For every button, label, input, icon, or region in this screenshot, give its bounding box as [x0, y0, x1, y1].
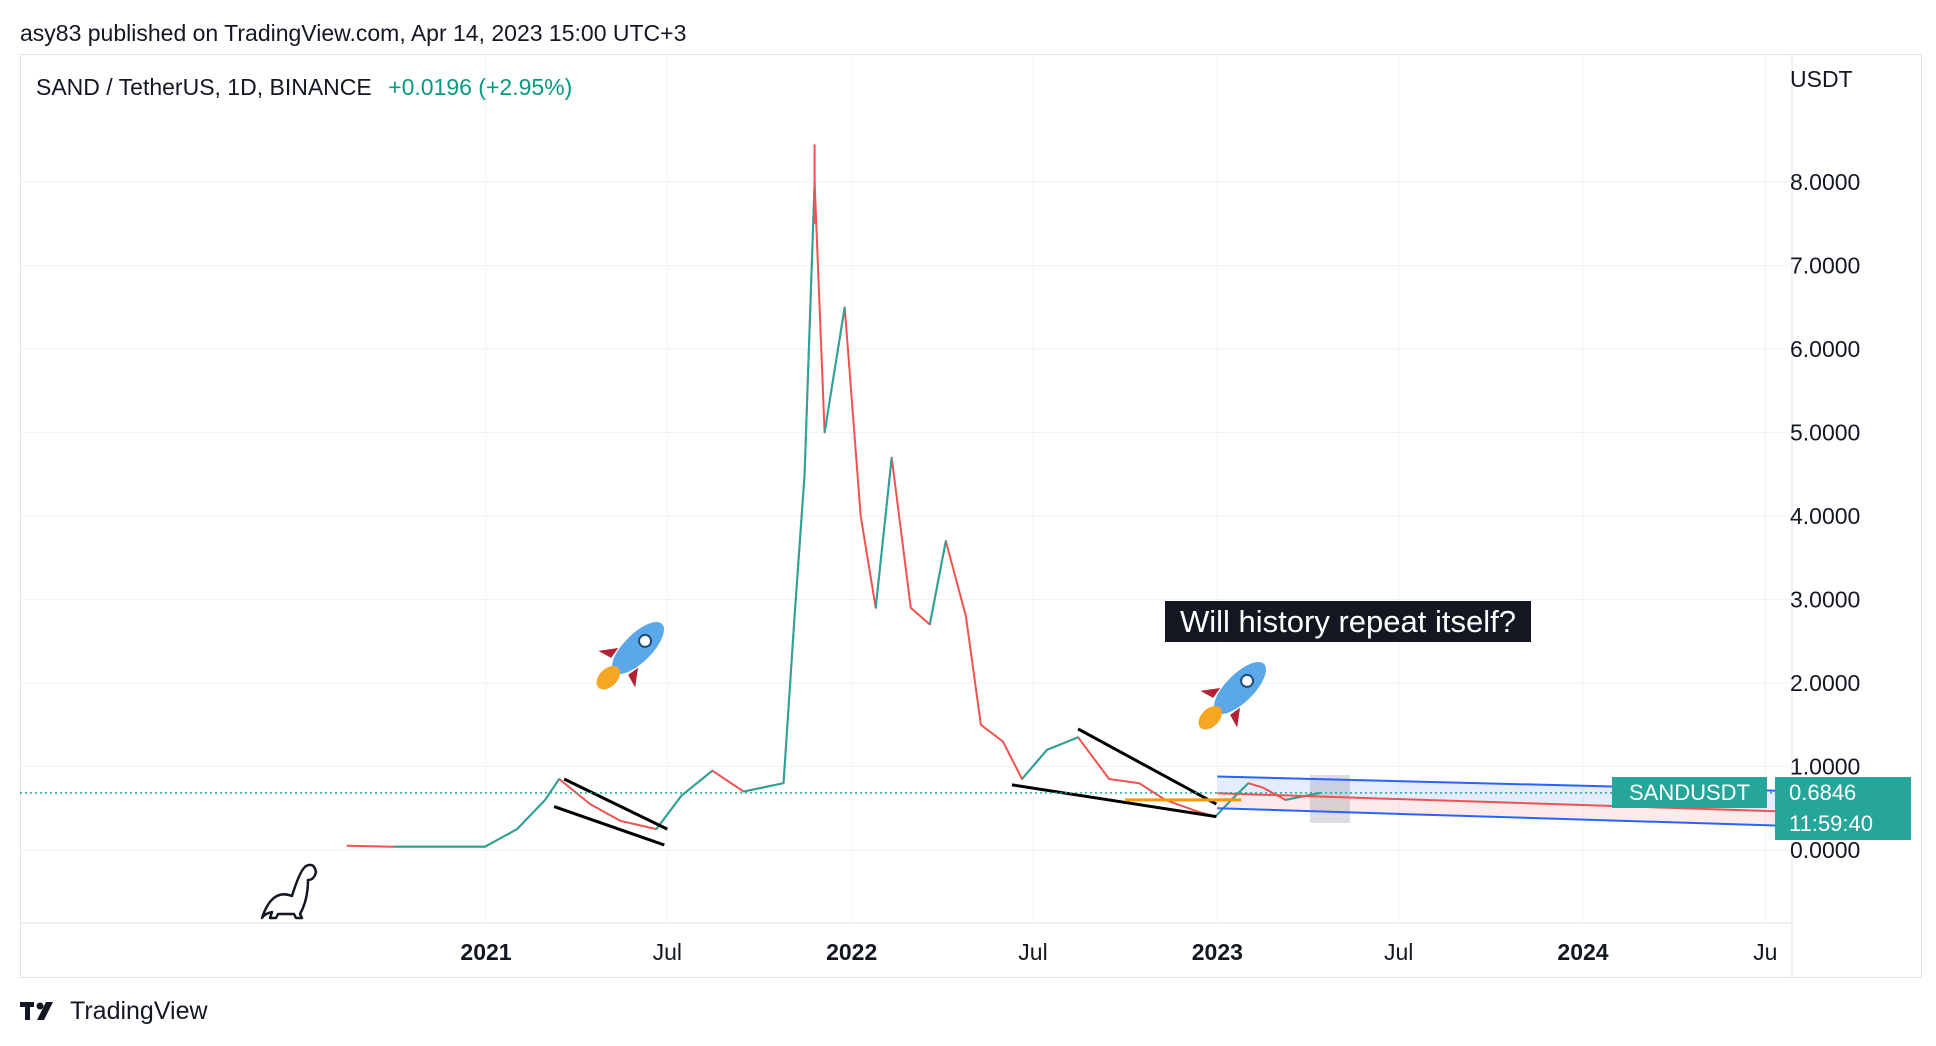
- price-up-segment: [782, 616, 796, 784]
- y-tick-label: 8.0000: [1790, 169, 1860, 195]
- rocket-window: [638, 633, 653, 648]
- symbol-title: SAND / TetherUS, 1D, BINANCE: [36, 74, 372, 100]
- x-tick-label: Jul: [1384, 939, 1413, 965]
- price-up-segment: [743, 782, 784, 793]
- rocket-window: [1240, 673, 1255, 688]
- price-line: [346, 181, 1321, 848]
- x-tick-label: Jul: [653, 939, 682, 965]
- price-series: [346, 144, 1321, 848]
- y-tick-label: 4.0000: [1790, 503, 1860, 529]
- y-tick-labels: 0.0000 1.0000 2.0000 3.0000 4.0000 5.0000 6.00…: [1790, 169, 1860, 863]
- channel-lower-fill: [1217, 793, 1811, 827]
- footer-brand[interactable]: TradingView: [70, 996, 208, 1025]
- visible-range-shade: [1310, 775, 1350, 823]
- dinosaur-icon: [260, 863, 318, 920]
- y-tick-label: 1.0000: [1790, 754, 1860, 780]
- rocket-body: [1214, 662, 1266, 714]
- countdown-tag: 11:59:40: [1775, 808, 1911, 840]
- price-up-segment: [680, 769, 714, 797]
- x-tick-label: Ju: [1753, 939, 1777, 965]
- y-tick-label: 6.0000: [1790, 336, 1860, 362]
- price-up-segment: [544, 778, 560, 801]
- channel-bottom-line: [1217, 807, 1811, 828]
- rocket-icon: [596, 622, 664, 690]
- price-up-segment: [655, 795, 683, 830]
- rocket-icon: [1198, 662, 1266, 730]
- price-unit-label: USDT: [1790, 66, 1853, 92]
- rocket-body: [612, 622, 664, 674]
- rocket-fin-left: [1200, 688, 1221, 698]
- price-up-segment: [1021, 749, 1048, 780]
- price-up-segment: [1230, 782, 1250, 801]
- rocket-fin-right: [628, 667, 638, 688]
- price-up-segment: [874, 457, 893, 608]
- symbol-legend[interactable]: SAND / TetherUS, 1D, BINANCE +0.0196 (+2…: [36, 74, 572, 101]
- rocket-fin-left: [598, 648, 619, 658]
- rocket-flame: [596, 665, 621, 690]
- price-up-segment: [928, 540, 947, 625]
- wedge-2022-line: [1077, 727, 1218, 806]
- y-tick-label: 2.0000: [1790, 670, 1860, 696]
- symbol-price-tag: SANDUSDT: [1612, 777, 1767, 808]
- y-tick-label: 0.0000: [1790, 837, 1860, 863]
- x-tick-label: Jul: [1018, 939, 1047, 965]
- current-price-tag: 0.6846: [1775, 777, 1911, 808]
- y-tick-label: 5.0000: [1790, 420, 1860, 446]
- wedge-2022-line: [1011, 783, 1217, 819]
- chart-grid: [20, 54, 1790, 923]
- rocket-fin-right: [1230, 707, 1240, 728]
- annotation-callout[interactable]: Will history repeat itself?: [1165, 601, 1531, 642]
- rocket-flame: [1198, 705, 1223, 730]
- price-up-segment: [803, 181, 816, 475]
- published-by-line: asy83 published on TradingView.com, Apr …: [20, 20, 687, 46]
- price-change: +0.0196 (+2.95%): [388, 74, 573, 100]
- x-tick-label: 2024: [1557, 939, 1608, 965]
- x-tick-label: 2023: [1192, 939, 1243, 965]
- price-up-segment: [793, 474, 806, 617]
- price-up-segment: [516, 799, 546, 830]
- x-tick-label: 2021: [460, 939, 511, 965]
- price-up-segment: [823, 307, 846, 433]
- channel-middle-line: [1217, 792, 1811, 814]
- y-tick-label: 3.0000: [1790, 587, 1860, 613]
- decorations: [260, 622, 1266, 920]
- wedge-2021-line: [563, 777, 668, 831]
- wedge-2021-line: [553, 805, 665, 847]
- footer: TradingView: [20, 996, 208, 1026]
- tradingview-logo-icon: [20, 1002, 53, 1020]
- price-up-segment: [484, 828, 518, 848]
- price-up-segment: [1046, 736, 1079, 751]
- y-tick-label: 7.0000: [1790, 253, 1860, 279]
- x-tick-label: 2022: [826, 939, 877, 965]
- x-tick-labels: 2021 Jul 2022 Jul 2023 Jul 2024 Ju: [460, 939, 1777, 965]
